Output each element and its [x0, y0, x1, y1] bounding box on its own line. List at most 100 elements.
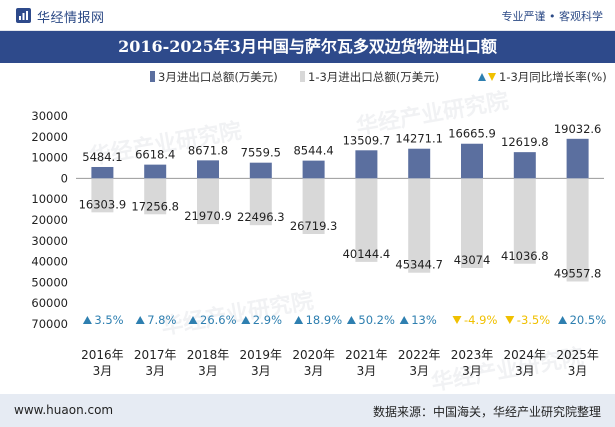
bar-march-total [197, 160, 219, 179]
data-label-q1-total: 21970.9 [184, 209, 232, 223]
y-tick-label: 10000 [31, 151, 68, 165]
x-category-label: 2021年 3月 [345, 348, 388, 378]
data-label-march-total: 12619.8 [501, 135, 549, 149]
y-tick-label: 70000 [31, 317, 68, 331]
bar-q1-total [355, 178, 378, 262]
x-category-label: 2022年 3月 [398, 348, 441, 378]
site-name: 华经情报网 [37, 11, 105, 26]
legend-swatch-march-total [150, 71, 155, 82]
data-label-march-total: 16665.9 [448, 127, 496, 141]
legend-item-q1-total: 1-3月进出口总额(万美元) [300, 69, 439, 85]
data-label-march-total: 5484.1 [82, 150, 122, 164]
legend-label-q1-total: 1-3月进出口总额(万美元) [308, 70, 440, 84]
bar-q1-total [197, 178, 219, 225]
y-tick-label: 40000 [31, 255, 68, 269]
data-label-q1-total: 40144.4 [343, 247, 391, 261]
bar-q1-total [461, 178, 483, 268]
y-tick-label: 10000 [31, 192, 68, 206]
huajing-logo-icon [16, 8, 31, 23]
growth-up-triangle-icon [346, 316, 356, 324]
y-tick-label: 0 [61, 171, 68, 185]
chart-legend: 3月进出口总额(万美元) 1-3月进出口总额(万美元) 1-3月同比增长率(%) [0, 66, 615, 88]
data-label-march-total: 19032.6 [554, 122, 602, 136]
bar-q1-total [91, 178, 114, 213]
data-label-q1-total: 17256.8 [131, 199, 179, 213]
x-category-label: 2017年 3月 [134, 348, 177, 378]
x-category-label: 2020年 3月 [292, 348, 335, 378]
legend-label-growth-rate: 1-3月同比增长率(%) [499, 70, 607, 84]
bar-march-total [91, 166, 114, 179]
x-category-label: 2024年 3月 [504, 348, 547, 378]
growth-up-triangle-icon [294, 316, 304, 324]
data-label-march-total: 13509.7 [343, 133, 391, 147]
bar-march-total [302, 160, 325, 179]
data-source-note: 数据来源：中国海关，华经产业研究院整理 [372, 405, 601, 419]
bar-q1-total [408, 178, 431, 273]
bar-q1-total [566, 178, 589, 282]
x-category-label: 2019年 3月 [240, 348, 283, 378]
growth-rate-label: -3.5% [517, 313, 550, 327]
data-label-q1-total: 22496.3 [237, 210, 285, 224]
growth-rate-label: 3.5% [94, 313, 123, 327]
growth-up-triangle-icon [188, 316, 198, 324]
x-category-label: 2018年 3月 [187, 348, 230, 378]
bar-march-total [144, 164, 167, 179]
growth-rate-label: 50.2% [358, 313, 395, 327]
y-tick-label: 20000 [31, 213, 68, 227]
growth-down-triangle-icon [452, 316, 462, 324]
data-label-q1-total: 43074 [454, 253, 491, 267]
legend-down-triangle-icon [488, 73, 496, 81]
footer-bar: www.huaon.com 数据来源：中国海关，华经产业研究院整理 [0, 394, 615, 427]
data-label-q1-total: 41036.8 [501, 249, 549, 263]
x-category-label: 2023年 3月 [451, 348, 494, 378]
chart-canvas: 30000 20000 10000 0 10000 20000 30000 40000 5000… [31, 109, 607, 378]
x-category-label: 2016年 3月 [81, 348, 124, 378]
data-label-march-total: 14271.1 [395, 132, 443, 146]
site-tagline: 专业严谨 • 客观科学 [501, 10, 603, 23]
legend-up-triangle-icon [478, 73, 486, 81]
y-tick-label: 30000 [31, 234, 68, 248]
growth-rate-label: 7.8% [147, 313, 176, 327]
growth-up-triangle-icon [399, 316, 409, 324]
growth-rate-label: 20.5% [570, 313, 607, 327]
legend-label-march-total: 3月进出口总额(万美元) [158, 70, 278, 84]
bar-march-total [249, 162, 272, 179]
bar-march-total [461, 143, 483, 179]
legend-swatch-q1-total [300, 71, 305, 82]
chart-title: 2016-2025年3月中国与萨尔瓦多双边货物进出口额 [0, 31, 615, 63]
growth-rate-label: 26.6% [200, 313, 237, 327]
data-label-march-total: 6618.4 [135, 148, 175, 162]
legend-item-growth-rate: 1-3月同比增长率(%) [478, 69, 607, 85]
growth-rate-label: 2.9% [253, 313, 282, 327]
growth-down-triangle-icon [505, 316, 515, 324]
growth-up-triangle-icon [558, 316, 568, 324]
growth-rate-label: 13% [411, 313, 437, 327]
data-label-q1-total: 16303.9 [79, 197, 127, 211]
growth-up-triangle-icon [241, 316, 251, 324]
y-tick-label: 20000 [31, 130, 68, 144]
footer-url: www.huaon.com [14, 403, 114, 417]
bar-q1-total [249, 178, 272, 226]
bar-march-total [408, 148, 431, 179]
y-tick-label: 30000 [31, 109, 68, 123]
x-category-label: 2025年 3月 [556, 348, 599, 378]
data-label-q1-total: 49557.8 [554, 266, 602, 280]
legend-item-march-total: 3月进出口总额(万美元) [150, 69, 278, 85]
y-tick-label: 50000 [31, 275, 68, 289]
data-label-march-total: 7559.5 [241, 146, 281, 160]
bar-q1-total [302, 178, 325, 234]
bar-march-total [355, 150, 378, 179]
bar-march-total [513, 152, 536, 179]
growth-rate-label: -4.9% [464, 313, 497, 327]
data-label-march-total: 8671.8 [188, 143, 228, 157]
growth-up-triangle-icon [135, 316, 145, 324]
bar-q1-total [513, 178, 536, 264]
data-label-q1-total: 26719.3 [290, 219, 338, 233]
top-bar: 华经情报网 专业严谨 • 客观科学 [0, 0, 615, 31]
bar-q1-total [144, 178, 167, 215]
data-label-q1-total: 45344.7 [395, 258, 443, 272]
growth-up-triangle-icon [82, 316, 92, 324]
data-label-march-total: 8544.4 [293, 144, 333, 158]
bar-march-total [566, 138, 589, 179]
y-tick-label: 60000 [31, 296, 68, 310]
